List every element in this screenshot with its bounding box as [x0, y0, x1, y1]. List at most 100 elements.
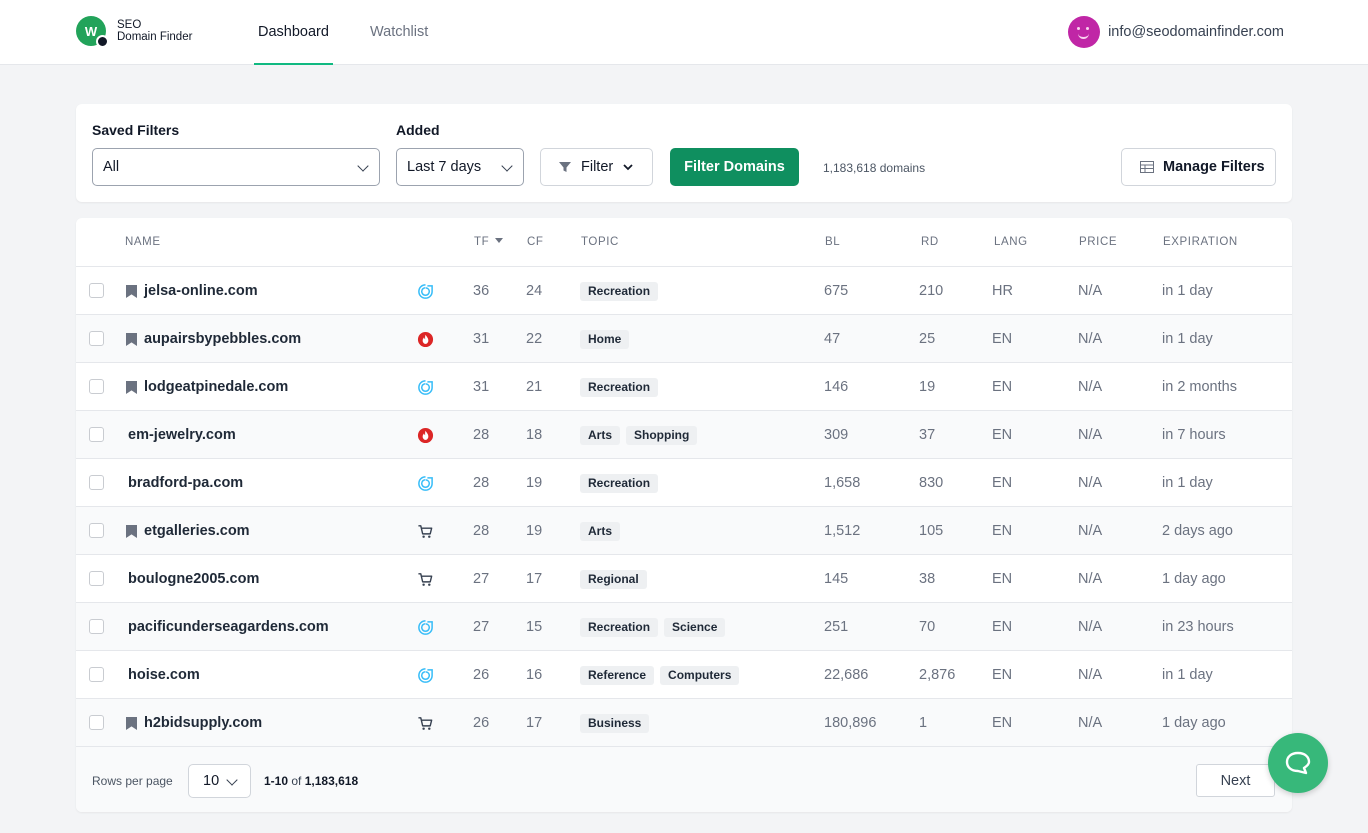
tab-watchlist[interactable]: Watchlist [370, 24, 429, 40]
col-topic[interactable]: TOPIC [581, 236, 619, 248]
price-value: N/A [1078, 571, 1103, 587]
filter-button[interactable]: Filter [540, 148, 653, 186]
chat-button[interactable] [1268, 733, 1328, 793]
manage-filters-button[interactable]: Manage Filters [1121, 148, 1276, 186]
domain-name[interactable]: boulogne2005.com [128, 571, 260, 587]
domain-name[interactable]: h2bidsupply.com [144, 715, 263, 731]
rd-value: 830 [919, 475, 944, 491]
tf-value: 31 [473, 379, 490, 395]
tf-value: 28 [473, 427, 490, 443]
topic-tag: Science [664, 618, 726, 637]
rd-value: 105 [919, 523, 944, 539]
filter-domains-button[interactable]: Filter Domains [670, 148, 799, 186]
topic-tag: Business [580, 714, 650, 733]
domain-name[interactable]: hoise.com [128, 667, 200, 683]
row-checkbox[interactable] [89, 475, 104, 490]
row-checkbox[interactable] [89, 667, 104, 682]
domain-name[interactable]: em-jewelry.com [128, 427, 236, 443]
saved-filters-value: All [103, 159, 120, 175]
bl-value: 309 [824, 427, 849, 443]
domain-name[interactable]: jelsa-online.com [144, 283, 258, 299]
dropcatch-icon [417, 619, 434, 636]
price-value: N/A [1078, 475, 1103, 491]
domain-name[interactable]: lodgeatpinedale.com [144, 379, 289, 395]
domain-name[interactable]: pacificunderseagardens.com [128, 619, 329, 635]
page-range-of: of [291, 774, 302, 788]
row-checkbox[interactable] [89, 571, 104, 586]
row-checkbox[interactable] [89, 427, 104, 442]
tf-value: 28 [473, 475, 490, 491]
bl-value: 146 [824, 379, 849, 395]
row-checkbox[interactable] [89, 715, 104, 730]
fire-icon [417, 427, 434, 444]
domain-name[interactable]: bradford-pa.com [128, 475, 244, 491]
table-row[interactable]: em-jewelry.com 28 18 Arts Shopping 309 37 EN N/A… [76, 410, 1292, 458]
table-row[interactable]: boulogne2005.com 27 17 Regional 145 38 EN N/A 1 … [76, 554, 1292, 602]
added-label: Added [396, 122, 440, 138]
cf-value: 19 [526, 475, 543, 491]
added-select[interactable]: Last 7 days [396, 148, 524, 186]
smiley-avatar-icon [1068, 16, 1101, 48]
col-lang[interactable]: LANG [994, 236, 1028, 248]
row-checkbox[interactable] [89, 379, 104, 394]
topic-tag: Recreation [580, 282, 659, 301]
row-checkbox[interactable] [89, 331, 104, 346]
lang-value: EN [992, 331, 1013, 347]
col-expiration[interactable]: EXPIRATION [1163, 236, 1238, 248]
page-range: 1-10 of 1,183,618 [264, 774, 358, 788]
topic-tags: Recreation [580, 282, 659, 301]
tf-value: 26 [473, 667, 490, 683]
rows-per-page-select[interactable]: 10 [188, 764, 251, 798]
expiration-value: in 1 day [1162, 475, 1213, 491]
row-checkbox[interactable] [89, 619, 104, 634]
expiration-value: 2 days ago [1162, 523, 1233, 539]
saved-filters-select[interactable]: All [92, 148, 380, 186]
row-checkbox[interactable] [89, 523, 104, 538]
bookmark-icon[interactable] [126, 525, 137, 538]
table-row[interactable]: pacificunderseagardens.com 27 15 Recreation… [76, 602, 1292, 650]
col-rd[interactable]: RD [921, 236, 939, 248]
col-price[interactable]: PRICE [1079, 236, 1118, 248]
bookmark-icon[interactable] [126, 285, 137, 298]
table-footer: Rows per page 10 1-10 of 1,183,618 Next [76, 746, 1292, 812]
expiration-value: 1 day ago [1162, 571, 1226, 587]
row-checkbox[interactable] [89, 283, 104, 298]
table-row[interactable]: hoise.com 26 16 Reference Computers 22,686 2,8… [76, 650, 1292, 698]
rd-value: 210 [919, 283, 944, 299]
rd-value: 37 [919, 427, 936, 443]
table-row[interactable]: jelsa-online.com 36 24 Recreation 675 210 HR N/… [76, 266, 1292, 314]
table-row[interactable]: aupairsbypebbles.com 31 22 Home 47 25 EN N/A in … [76, 314, 1292, 362]
table-icon [1140, 161, 1154, 173]
col-tf-label: TF [474, 236, 490, 248]
bookmark-icon[interactable] [126, 381, 137, 394]
user-menu[interactable]: info@seodomainfinder.com [1068, 16, 1284, 48]
logo-text: SEO Domain Finder [117, 19, 192, 43]
topic-tags: Arts [580, 522, 621, 541]
col-tf[interactable]: TF [474, 236, 504, 248]
topic-tag: Recreation [580, 378, 659, 397]
lang-value: EN [992, 619, 1013, 635]
brand-logo[interactable]: W SEO Domain Finder [76, 16, 192, 48]
table-row[interactable]: h2bidsupply.com 26 17 Business 180,896 1 EN N/A… [76, 698, 1292, 746]
table-header: NAME TF CF TOPIC BL RD LANG PRICE EXPIRA… [76, 218, 1292, 266]
lang-value: EN [992, 379, 1013, 395]
price-value: N/A [1078, 427, 1103, 443]
tab-dashboard[interactable]: Dashboard [254, 0, 333, 65]
manage-filters-label: Manage Filters [1163, 159, 1265, 175]
col-bl[interactable]: BL [825, 236, 841, 248]
table-row[interactable]: lodgeatpinedale.com 31 21 Recreation 146 19 EN… [76, 362, 1292, 410]
bl-value: 251 [824, 619, 849, 635]
domain-name[interactable]: etgalleries.com [144, 523, 250, 539]
rd-value: 2,876 [919, 667, 956, 683]
next-page-button[interactable]: Next [1196, 764, 1275, 797]
cf-value: 17 [526, 571, 543, 587]
chevron-down-icon [501, 160, 513, 172]
table-row[interactable]: bradford-pa.com 28 19 Recreation 1,658 830 EN N… [76, 458, 1292, 506]
domain-name[interactable]: aupairsbypebbles.com [144, 331, 302, 347]
table-row[interactable]: etgalleries.com 28 19 Arts 1,512 105 EN N/A 2 da… [76, 506, 1292, 554]
cf-value: 18 [526, 427, 543, 443]
bookmark-icon[interactable] [126, 333, 137, 346]
col-cf[interactable]: CF [527, 236, 544, 248]
bookmark-icon[interactable] [126, 717, 137, 730]
col-name[interactable]: NAME [125, 236, 161, 248]
